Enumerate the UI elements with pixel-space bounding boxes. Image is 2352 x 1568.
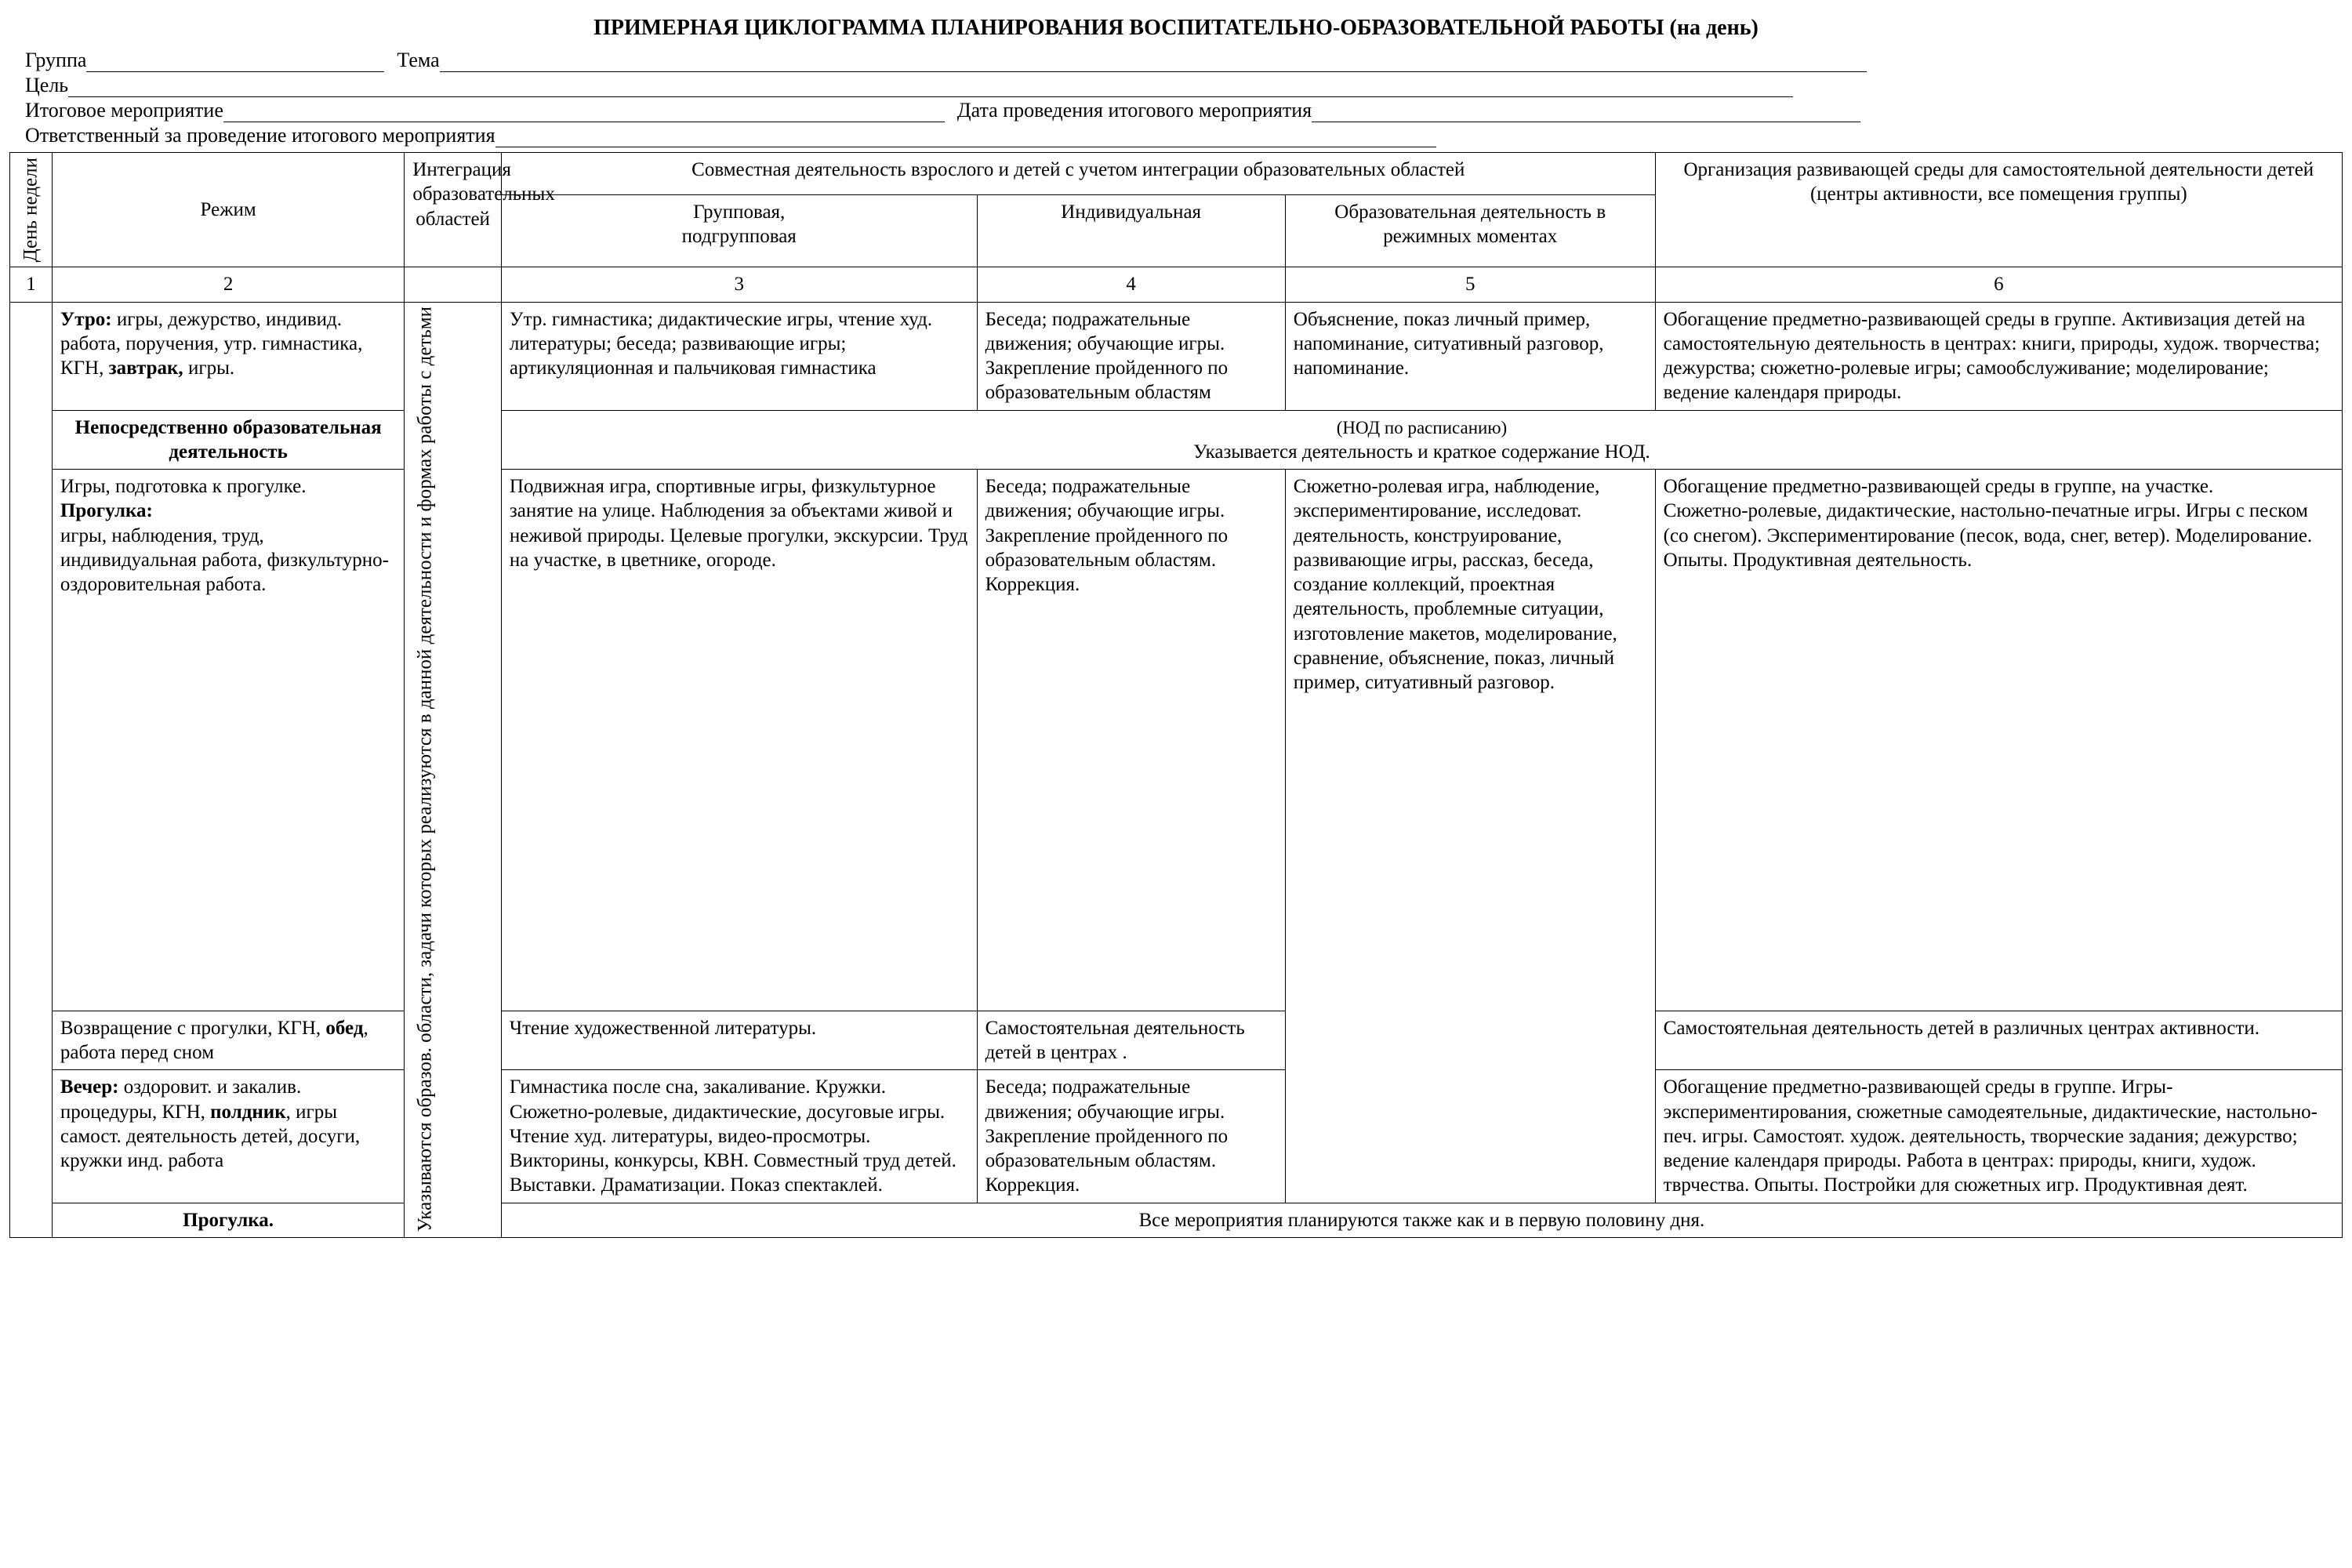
number-row: 1 2 3 4 5 6: [10, 267, 2343, 302]
morning-env: Обогащение предметно-развивающей среды в…: [1655, 302, 2342, 410]
walk-edu-span: Сюжетно-ролевая игра, наблюдение, экспер…: [1285, 470, 1655, 1203]
th-individual: Индивидуальная: [977, 195, 1285, 267]
morning-group: Утр. гимнастика; дидактические игры, чте…: [501, 302, 977, 410]
row-walk2: Прогулка. Все мероприятия планируются та…: [10, 1203, 2343, 1237]
num-6: 6: [1655, 267, 2342, 302]
return-individual: Самостоятельная деятельность детей в цен…: [977, 1011, 1285, 1070]
regime-walk: Игры, подготовка к прогулке.Прогулка:игр…: [52, 470, 404, 1011]
underline-final-date[interactable]: [1312, 100, 1860, 122]
return-env: Самостоятельная деятельность детей в раз…: [1655, 1011, 2342, 1070]
nod-top: (НОД по расписанию): [1337, 418, 1507, 437]
label-final-date: Дата проведения итогового мероприятия: [957, 99, 1312, 122]
underline-group[interactable]: [86, 49, 384, 72]
regime-return: Возвращение с прогулки, КГН, обед, работ…: [52, 1011, 404, 1070]
evening-group: Гимнастика после сна, закаливание. Кружк…: [501, 1070, 977, 1203]
th-group-sub: Групповая, подгрупповая: [501, 195, 977, 267]
integration-column: Указываются образов. области, задачи кот…: [405, 302, 502, 1237]
row-nod: Непосредственно образовательная деятельн…: [10, 410, 2343, 470]
th-joint: Совместная деятельность взрослого и дете…: [501, 153, 1655, 195]
morning-edu: Объяснение, показ личный пример, напомин…: [1285, 302, 1655, 410]
regime-nod: Непосредственно образовательная деятельн…: [52, 410, 404, 470]
underline-responsible[interactable]: [495, 125, 1436, 147]
row-return: Возвращение с прогулки, КГН, обед, работ…: [10, 1011, 2343, 1070]
label-goal: Цель: [25, 74, 68, 97]
nod-main: Указывается деятельность и краткое содер…: [1193, 441, 1650, 463]
regime-morning: Утро: игры, дежурство, индивид. работа, …: [52, 302, 404, 410]
header-row-group-theme: Группа Тема: [25, 49, 2343, 72]
row-evening: Вечер: оздоровит. и закалив. процедуры, …: [10, 1070, 2343, 1203]
th-day: День недели: [10, 153, 53, 267]
day-cell: [10, 302, 53, 1237]
header-fields: Группа Тема Цель Итоговое мероприятие Да…: [25, 49, 2343, 147]
evening-individual: Беседа; подражательные движения; обучающ…: [977, 1070, 1285, 1203]
th-edu-moments: Образовательная деятельность в режимных …: [1285, 195, 1655, 267]
label-group: Группа: [25, 49, 86, 72]
underline-goal[interactable]: [68, 74, 1793, 97]
plan-table: День недели Режим Интеграция образовател…: [9, 152, 2343, 1238]
morning-individual: Беседа; подражательные движения; обучающ…: [977, 302, 1285, 410]
num-integ-blank: [405, 267, 502, 302]
label-responsible: Ответственный за проведение итогового ме…: [25, 124, 495, 147]
header-row-goal: Цель: [25, 74, 2343, 97]
underline-theme[interactable]: [440, 49, 1867, 72]
return-group: Чтение художественной литературы.: [501, 1011, 977, 1070]
header-row-responsible: Ответственный за проведение итогового ме…: [25, 124, 2343, 147]
walk-group: Подвижная игра, спортивные игры, физкуль…: [501, 470, 977, 1011]
regime-evening: Вечер: оздоровит. и закалив. процедуры, …: [52, 1070, 404, 1203]
header-row-final-event: Итоговое мероприятие Дата проведения ито…: [25, 99, 2343, 122]
nod-merged: (НОД по расписанию) Указывается деятельн…: [501, 410, 2342, 470]
label-final-event: Итоговое мероприятие: [25, 99, 223, 122]
th-regime: Режим: [52, 153, 404, 267]
num-5: 5: [1285, 267, 1655, 302]
th-environment: Организация развивающей среды для самост…: [1655, 153, 2342, 267]
header-row-1: День недели Режим Интеграция образовател…: [10, 153, 2343, 195]
num-3: 3: [501, 267, 977, 302]
label-theme: Тема: [397, 49, 439, 72]
row-morning: Утро: игры, дежурство, индивид. работа, …: [10, 302, 2343, 410]
walk-individual: Беседа; подражательные движения; обучающ…: [977, 470, 1285, 1011]
num-1: 1: [10, 267, 53, 302]
walk-env: Обогащение предметно-развивающей среды в…: [1655, 470, 2342, 1011]
walk2-merged: Все мероприятия планируются также как и …: [501, 1203, 2342, 1237]
row-walk: Игры, подготовка к прогулке.Прогулка:игр…: [10, 470, 2343, 1011]
page-title: ПРИМЕРНАЯ ЦИКЛОГРАММА ПЛАНИРОВАНИЯ ВОСПИ…: [9, 16, 2343, 41]
num-2: 2: [52, 267, 404, 302]
underline-final-event[interactable]: [223, 100, 945, 122]
regime-walk2: Прогулка.: [52, 1203, 404, 1237]
evening-env: Обогащение предметно-развивающей среды в…: [1655, 1070, 2342, 1203]
num-4: 4: [977, 267, 1285, 302]
th-integration: Интеграция образовательных областей: [405, 153, 502, 267]
